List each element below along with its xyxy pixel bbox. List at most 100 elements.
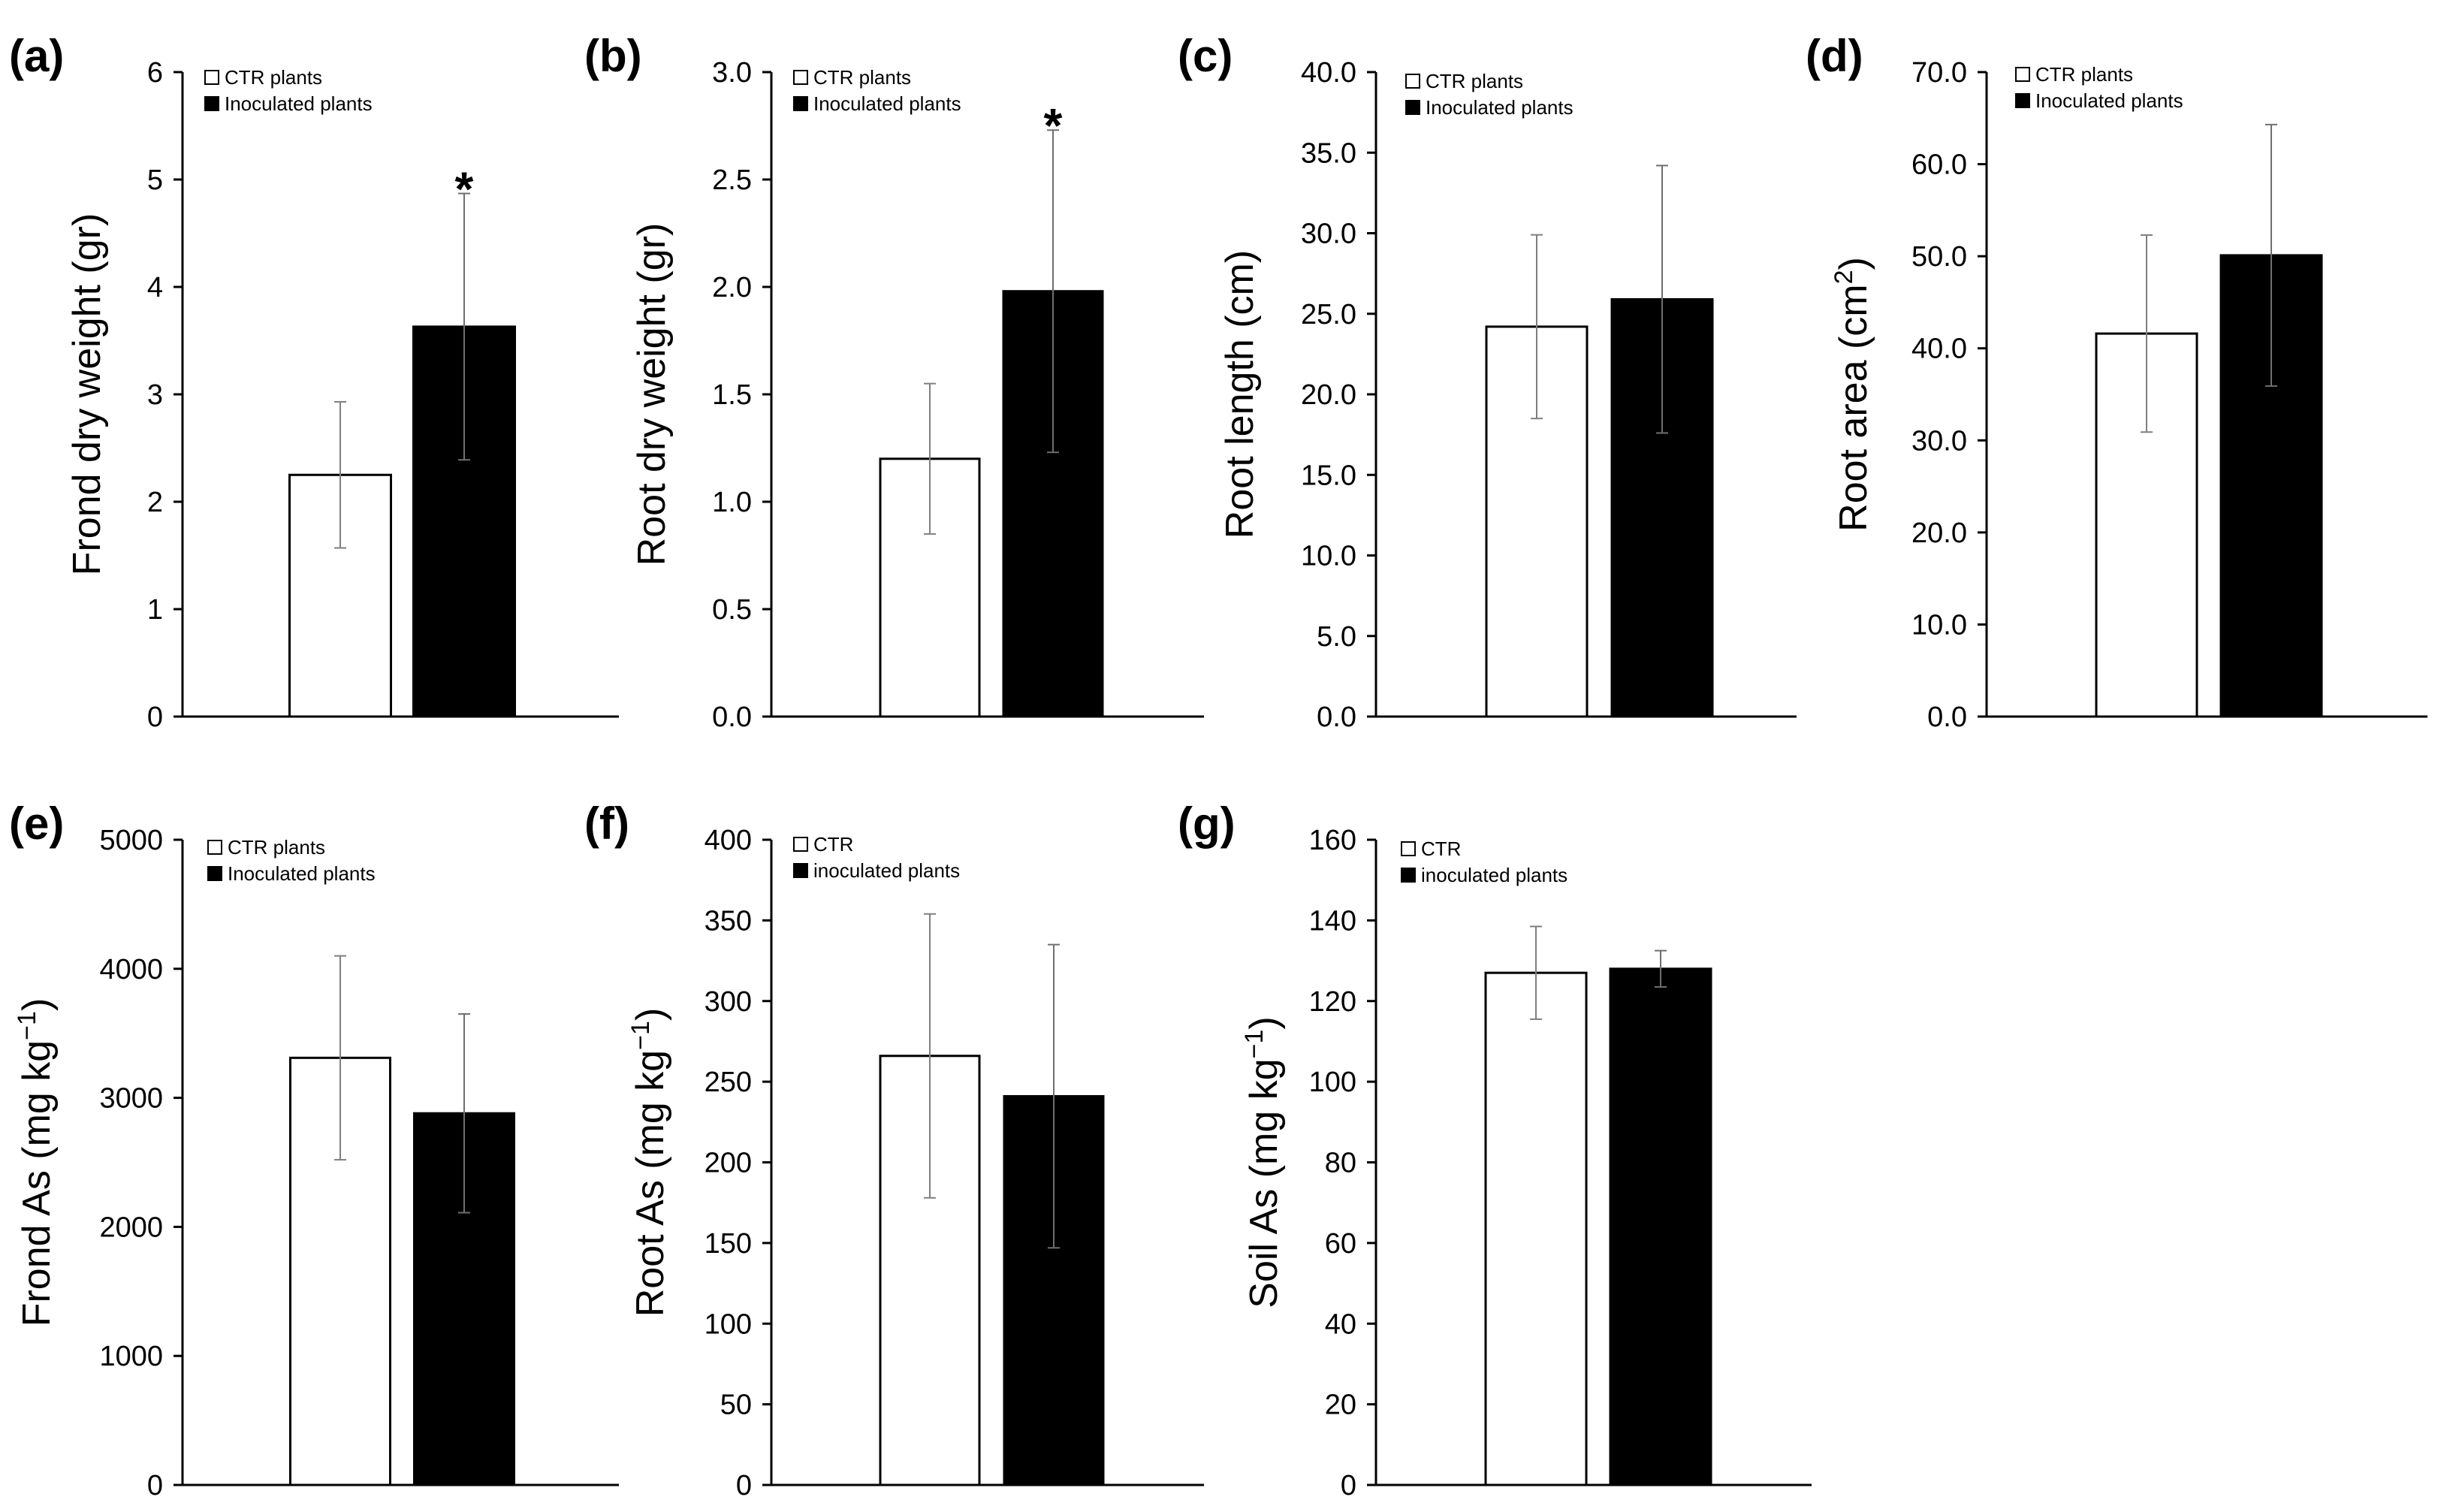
legend-label: CTR plants (1426, 70, 1523, 92)
y-tick-label: 1.0 (712, 487, 752, 518)
y-tick-label: 20 (1325, 1390, 1356, 1421)
y-tick-label: 25.0 (1301, 299, 1356, 330)
panel-label: (b) (584, 31, 642, 81)
y-tick-label: 300 (705, 986, 752, 1018)
legend-label: CTR plants (225, 66, 322, 89)
legend-label: CTR (1421, 837, 1461, 860)
legend-swatch-ctr (1405, 74, 1420, 89)
legend-label: Inoculated plants (2035, 89, 2183, 112)
significance-marker: * (1044, 98, 1063, 152)
y-tick-label: 6 (147, 57, 163, 89)
significance-marker: * (455, 162, 474, 216)
y-tick-label: 140 (1309, 905, 1356, 937)
legend-swatch-ctr (1401, 841, 1416, 856)
y-tick-label: 1.5 (712, 379, 752, 411)
panel-label: (a) (9, 31, 64, 81)
y-tick-label: 0.0 (1317, 702, 1356, 733)
y-tick-label: 50 (720, 1390, 752, 1421)
legend-swatch-inoculated (1405, 100, 1420, 115)
y-tick-label: 2000 (99, 1212, 163, 1243)
legend-label: CTR plants (813, 66, 911, 89)
y-tick-label: 40.0 (1301, 57, 1356, 89)
y-tick-label: 350 (705, 905, 752, 937)
y-axis-title: Frond dry weight (gr) (65, 213, 109, 576)
panel-label: (c) (1178, 31, 1233, 81)
y-tick-label: 100 (705, 1308, 752, 1340)
y-tick-label: 60.0 (1911, 149, 1967, 181)
y-tick-label: 4000 (99, 954, 163, 985)
panel-b: (b) 0.0 0.5 1.0 1.5 2.0 2.5 3.0 Root dry weight … (584, 31, 1204, 733)
y-tick-label: 0 (1341, 1470, 1356, 1501)
y-axis-title: Soil As (mg kg−1) (1240, 1016, 1286, 1308)
y-tick-label: 3000 (99, 1083, 163, 1115)
y-tick-label: 200 (705, 1148, 752, 1179)
legend-label: Inoculated plants (225, 92, 373, 115)
legend-swatch-inoculated (207, 866, 222, 881)
y-tick-label: 400 (705, 825, 752, 856)
y-tick-label: 150 (705, 1228, 752, 1260)
y-tick-label: 35.0 (1301, 137, 1356, 169)
y-tick-label: 2 (147, 487, 163, 518)
y-tick-label: 2.5 (712, 164, 752, 196)
bar-inoculated (1609, 967, 1712, 1486)
panel-e: (e) 0 1000 2000 3000 4000 5000 Frond As (mg kg−… (9, 798, 619, 1501)
panel-c: (c) 0.0 5.0 10.0 15.0 20.0 25.0 30.0 35.0 40.0 Roo… (1178, 31, 1797, 733)
y-tick-label: 160 (1309, 825, 1356, 856)
legend-swatch-ctr (2015, 67, 2030, 82)
legend-label: CTR plants (2035, 63, 2133, 86)
panel-g: (g) 0 20 40 60 80 100 120 140 160 Soil As (mg kg−1… (1178, 798, 1812, 1501)
y-tick-label: 1 (147, 594, 163, 626)
y-axis-title: Root As (mg kg−1) (626, 1008, 672, 1317)
panel-label: (d) (1806, 31, 1863, 81)
y-tick-label: 4 (147, 272, 163, 303)
y-tick-label: 3.0 (712, 57, 752, 89)
y-tick-label: 0 (147, 702, 163, 733)
y-tick-label: 15.0 (1301, 460, 1356, 491)
y-tick-label: 5 (147, 164, 163, 196)
y-tick-label: 250 (705, 1067, 752, 1098)
legend-swatch-inoculated (204, 96, 219, 111)
y-tick-label: 20.0 (1301, 379, 1356, 411)
y-tick-label: 0 (736, 1470, 752, 1501)
y-axis-title: Root dry weight (gr) (630, 223, 674, 566)
legend-swatch-ctr (207, 840, 222, 855)
y-tick-label: 60 (1325, 1228, 1356, 1260)
y-tick-label: 30.0 (1301, 219, 1356, 250)
legend-swatch-ctr (204, 70, 219, 85)
y-tick-label: 1000 (99, 1341, 163, 1372)
panel-label: (f) (584, 798, 629, 849)
legend-label: Inoculated plants (813, 92, 961, 115)
panel-d: (d) 0.0 10.0 20.0 30.0 40.0 50.0 60.0 70.0 Root a… (1806, 31, 2427, 733)
y-tick-label: 0.0 (1927, 702, 1967, 733)
legend-label: Inoculated plants (1426, 96, 1574, 119)
y-tick-label: 3 (147, 379, 163, 411)
y-tick-label: 0.5 (712, 594, 752, 626)
panel-f: (f) 0 50 100 150 200 250 300 350 400 Root As (mg k… (584, 798, 1204, 1501)
y-tick-label: 50.0 (1911, 241, 1967, 273)
panel-a: (a) 0 1 2 3 4 5 6 Frond dry weight (gr) * CTR plan… (9, 31, 619, 733)
y-tick-label: 0.0 (712, 702, 752, 733)
legend-label: inoculated plants (1421, 864, 1567, 886)
legend-swatch-inoculated (793, 96, 808, 111)
y-tick-label: 30.0 (1911, 425, 1967, 457)
y-tick-label: 0 (147, 1470, 163, 1501)
y-axis-title: Root area (cm2) (1830, 257, 1875, 532)
bar-ctr (1484, 971, 1588, 1486)
y-tick-label: 2.0 (712, 272, 752, 303)
y-tick-label: 40 (1325, 1308, 1356, 1340)
y-axis-title: Root length (cm) (1218, 250, 1262, 539)
legend-swatch-inoculated (1401, 868, 1416, 883)
y-tick-label: 70.0 (1911, 57, 1967, 89)
panel-label: (g) (1178, 798, 1236, 849)
legend-swatch-ctr (793, 70, 808, 85)
y-tick-label: 20.0 (1911, 518, 1967, 549)
legend-label: inoculated plants (813, 859, 960, 882)
y-tick-label: 5.0 (1317, 621, 1356, 653)
y-tick-label: 120 (1309, 986, 1356, 1018)
y-tick-label: 10.0 (1911, 609, 1967, 641)
y-tick-label: 80 (1325, 1148, 1356, 1179)
legend-label: Inoculated plants (228, 862, 376, 885)
legend-label: CTR plants (228, 836, 325, 859)
y-tick-label: 40.0 (1911, 333, 1967, 365)
y-tick-label: 10.0 (1301, 541, 1356, 572)
